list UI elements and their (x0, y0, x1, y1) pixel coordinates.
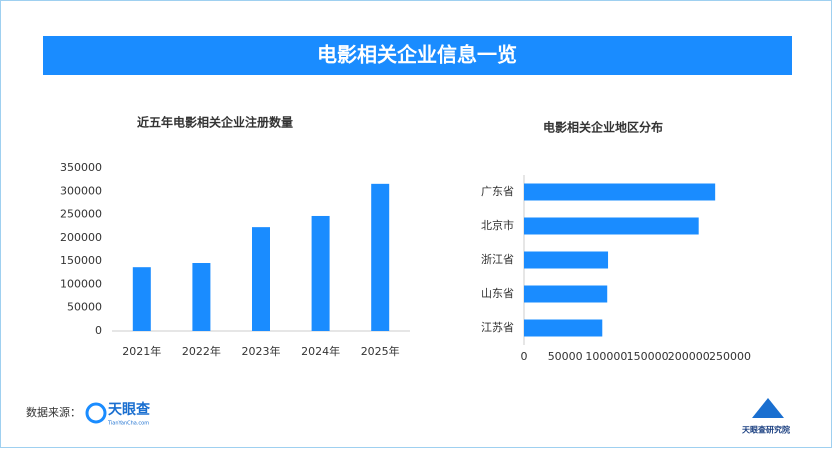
source-label: 数据来源： (26, 405, 81, 419)
bar (524, 319, 603, 337)
header-banner (43, 36, 792, 75)
x-tick-label: 2025年 (361, 344, 400, 358)
bar (311, 215, 330, 331)
chart-title: 电影相关企业地区分布 (543, 120, 663, 135)
y-tick-label: 100000 (60, 277, 102, 290)
x-tick-label: 100000 (585, 350, 627, 363)
x-tick-label: 50000 (548, 350, 583, 363)
header-title: 电影相关企业信息一览 (317, 43, 517, 67)
x-tick-label: 2024年 (301, 344, 340, 358)
y-tick-label: 250000 (60, 208, 102, 221)
y-tick-label: 江苏省 (481, 321, 514, 334)
bar (371, 183, 390, 331)
x-tick-label: 2023年 (242, 344, 281, 358)
y-tick-label: 广东省 (481, 185, 514, 198)
x-tick-label: 250000 (709, 350, 751, 363)
x-tick-label: 150000 (627, 350, 669, 363)
y-tick-label: 北京市 (481, 218, 514, 232)
chart-title: 近五年电影相关企业注册数量 (137, 115, 293, 130)
y-tick-label: 浙江省 (481, 253, 514, 266)
bar (524, 285, 608, 303)
logo-text: 天眼查 (108, 401, 151, 418)
x-tick-label: 2021年 (122, 344, 161, 358)
bar (252, 227, 270, 331)
bar (132, 267, 151, 331)
y-tick-label: 300000 (60, 184, 102, 197)
y-tick-label: 山东省 (481, 287, 514, 300)
brand-icon (752, 398, 784, 418)
x-tick-label: 0 (521, 350, 528, 363)
logo-icon (85, 402, 107, 424)
bar (192, 263, 211, 331)
bar (524, 251, 609, 269)
y-tick-label: 0 (95, 324, 102, 337)
bar (524, 183, 716, 201)
x-tick-label: 200000 (668, 350, 710, 363)
x-tick-label: 2022年 (182, 344, 221, 358)
y-tick-label: 50000 (67, 301, 102, 314)
brand-text: 天眼查研究院 (742, 425, 790, 435)
y-tick-label: 150000 (60, 254, 102, 267)
y-tick-label: 200000 (60, 231, 102, 244)
y-tick-label: 350000 (60, 161, 102, 174)
bar (524, 217, 699, 235)
logo-sub: TianYanCha.com (107, 421, 149, 427)
